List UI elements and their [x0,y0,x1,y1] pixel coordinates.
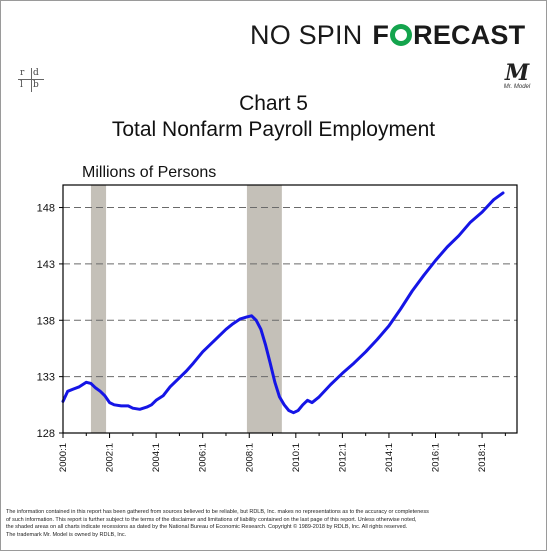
y-tick-label: 138 [37,315,55,327]
x-tick-label: 2012:1 [337,443,348,472]
y-tick-label: 148 [37,203,55,215]
x-tick-label: 2010:1 [291,443,302,472]
y-tick-label: 128 [37,428,55,440]
footer-line: The information contained in this report… [6,509,429,515]
x-tick-label: 2018:1 [477,443,488,472]
brand-logo: NO SPIN F RECAST [250,20,525,51]
x-tick-label: 2014:1 [384,443,395,472]
x-tick-label: 2016:1 [431,443,442,472]
x-tick-label: 2002:1 [105,443,116,472]
y-tick-label: 133 [37,372,55,384]
plot-area-border [62,184,518,434]
recession-shade [246,185,282,433]
rdlb-letter: l [20,80,23,90]
x-tick-label: 2004:1 [151,443,162,472]
brand-right-post: RECAST [413,20,526,50]
chart-title: Chart 5 Total Nonfarm Payroll Employment [0,91,547,143]
employment-series-line [61,191,505,415]
footer-line: the shaded areas on all charts indicate … [6,524,408,531]
rdlb-letter: d [33,68,39,78]
y-axis-units-label: Millions of Persons [82,164,217,181]
brand-o-icon [390,24,413,46]
mr-model-letter: M [504,60,530,86]
chart-title-line2: Total Nonfarm Payroll Employment [111,118,436,141]
brand-right: F RECAST [372,20,525,50]
y-tick-label: 143 [37,259,55,271]
mr-model-caption: Mr. Model [503,84,531,90]
footer-line: The trademark Mr. Model is owned by RDLB… [6,531,127,538]
footer-line: of such information. This report is furt… [6,516,417,523]
brand-right-pre: F [372,20,390,50]
x-tick-label: 2000:1 [58,443,69,472]
x-tick-label: 2008:1 [244,443,255,472]
rdlb-letter: b [33,80,39,90]
rdlb-vline [31,68,32,92]
chart-title-line1: Chart 5 [239,92,308,115]
brand-left: NO SPIN [250,20,363,50]
x-tick-label: 2006:1 [198,443,209,472]
disclaimer-footer: The information contained in this report… [6,509,541,539]
mr-model-logo-icon: M Mr. Model [500,62,534,90]
rdlb-letter: r [20,68,25,78]
rdlb-logo-icon: r d l b [18,68,44,92]
recession-shade [90,185,107,433]
